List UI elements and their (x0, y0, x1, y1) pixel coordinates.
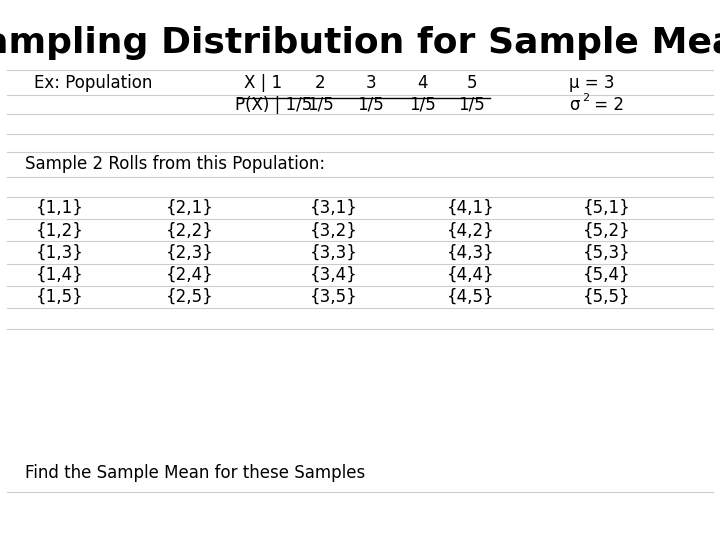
Text: = 2: = 2 (589, 96, 624, 114)
Text: {4,2}: {4,2} (446, 221, 494, 239)
Text: μ = 3: μ = 3 (569, 73, 614, 92)
Text: {1,4}: {1,4} (36, 266, 84, 284)
Text: 2: 2 (582, 93, 589, 103)
Text: X | 1: X | 1 (244, 73, 282, 92)
Text: 2: 2 (315, 73, 325, 92)
Text: 5: 5 (467, 73, 477, 92)
Text: {4,5}: {4,5} (446, 288, 494, 306)
Text: {3,3}: {3,3} (310, 244, 357, 261)
Text: 1/5: 1/5 (307, 96, 334, 114)
Text: {1,3}: {1,3} (36, 244, 84, 261)
Text: 1/5: 1/5 (409, 96, 436, 114)
Text: {2,4}: {2,4} (166, 266, 213, 284)
Text: 3: 3 (366, 73, 376, 92)
Text: {1,1}: {1,1} (36, 199, 84, 217)
Text: P(X) | 1/5: P(X) | 1/5 (235, 96, 312, 114)
Text: {5,2}: {5,2} (583, 221, 631, 239)
Text: {5,1}: {5,1} (583, 199, 631, 217)
Text: {1,2}: {1,2} (36, 221, 84, 239)
Text: {5,3}: {5,3} (583, 244, 631, 261)
Text: {2,2}: {2,2} (166, 221, 213, 239)
Text: {3,2}: {3,2} (310, 221, 357, 239)
Text: {5,4}: {5,4} (583, 266, 631, 284)
Text: 4: 4 (418, 73, 428, 92)
Text: {1,5}: {1,5} (36, 288, 84, 306)
Text: {2,5}: {2,5} (166, 288, 213, 306)
Text: {2,1}: {2,1} (166, 199, 213, 217)
Text: Sampling Distribution for Sample Mean: Sampling Distribution for Sample Mean (0, 26, 720, 60)
Text: Find the Sample Mean for these Samples: Find the Sample Mean for these Samples (25, 463, 366, 482)
Text: {2,3}: {2,3} (166, 244, 213, 261)
Text: Sample 2 Rolls from this Population:: Sample 2 Rolls from this Population: (25, 156, 325, 173)
Text: {3,5}: {3,5} (310, 288, 357, 306)
Text: 1/5: 1/5 (357, 96, 384, 114)
Text: 1/5: 1/5 (458, 96, 485, 114)
Text: {3,1}: {3,1} (310, 199, 357, 217)
Text: {5,5}: {5,5} (583, 288, 631, 306)
Text: {4,3}: {4,3} (446, 244, 494, 261)
Text: {3,4}: {3,4} (310, 266, 357, 284)
Text: {4,1}: {4,1} (446, 199, 494, 217)
Text: σ: σ (569, 96, 580, 114)
Text: Ex: Population: Ex: Population (35, 73, 153, 92)
Text: {4,4}: {4,4} (446, 266, 494, 284)
